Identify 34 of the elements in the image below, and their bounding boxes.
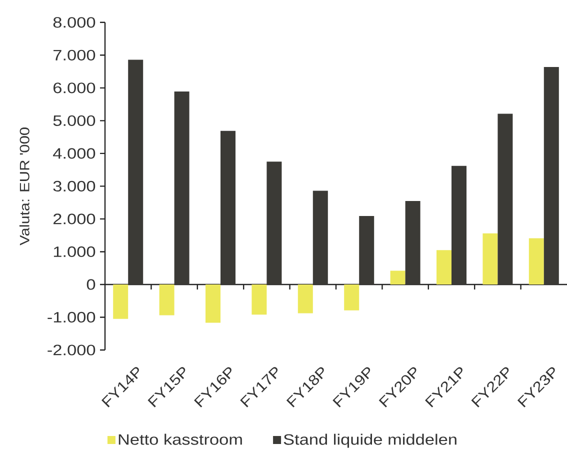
y-tick-label: 8.000 bbox=[53, 17, 96, 28]
y-tick-label: 1.000 bbox=[54, 246, 96, 258]
bar bbox=[482, 233, 498, 284]
bar bbox=[544, 66, 559, 284]
y-tick-label: -2.000 bbox=[48, 344, 96, 356]
legend-label: Stand liquide middelen bbox=[284, 434, 456, 448]
bar bbox=[344, 284, 360, 310]
y-tick-label: 6.000 bbox=[54, 82, 96, 94]
y-tick-label: 3.000 bbox=[53, 180, 96, 192]
bar bbox=[390, 270, 406, 284]
bar bbox=[298, 284, 313, 314]
y-tick-label: -1.000 bbox=[48, 312, 96, 323]
bar bbox=[252, 284, 267, 315]
bar bbox=[266, 162, 282, 284]
bar bbox=[113, 284, 128, 319]
y-tick-label: 5.000 bbox=[53, 115, 96, 126]
bar bbox=[206, 284, 220, 323]
bar bbox=[174, 92, 190, 284]
bar bbox=[498, 114, 513, 284]
y-axis-title: Valuta: EUR '000 bbox=[19, 128, 30, 246]
legend-label: Netto kasstroom bbox=[118, 434, 242, 445]
y-tick-label: 2.000 bbox=[54, 214, 96, 224]
bar bbox=[312, 190, 328, 284]
bar bbox=[128, 60, 144, 284]
bar bbox=[436, 250, 452, 284]
y-tick-label: 0 bbox=[86, 279, 96, 290]
bar bbox=[405, 200, 420, 284]
bar bbox=[159, 284, 174, 316]
bar bbox=[528, 238, 544, 284]
y-tick-label: 4.000 bbox=[53, 148, 96, 159]
bar bbox=[452, 166, 467, 284]
y-tick-label: 7.000 bbox=[54, 50, 96, 60]
bar bbox=[220, 130, 236, 284]
bar bbox=[359, 216, 374, 284]
